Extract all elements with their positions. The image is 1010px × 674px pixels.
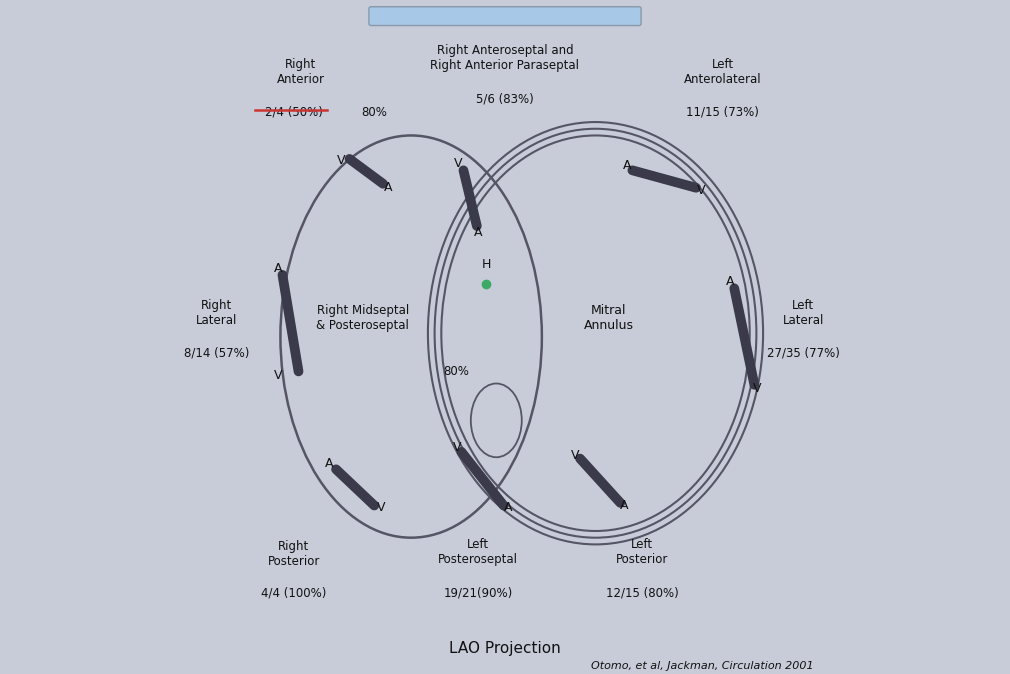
Text: Left
Lateral: Left Lateral	[783, 299, 824, 327]
Text: Right Anteroseptal and
Right Anterior Paraseptal: Right Anteroseptal and Right Anterior Pa…	[430, 44, 580, 72]
Text: A: A	[623, 159, 631, 172]
Text: V: V	[752, 382, 762, 396]
Text: A: A	[504, 501, 513, 514]
Text: V: V	[336, 154, 345, 167]
Text: Left
Anterolateral: Left Anterolateral	[684, 58, 762, 86]
Text: 2/4 (50%): 2/4 (50%)	[265, 106, 323, 119]
Text: 5/6 (83%): 5/6 (83%)	[476, 92, 534, 105]
Text: V: V	[452, 441, 461, 454]
Text: 12/15 (80%): 12/15 (80%)	[606, 586, 679, 599]
Text: V: V	[571, 450, 580, 462]
Text: V: V	[274, 369, 283, 382]
Text: V: V	[453, 157, 463, 170]
Text: H: H	[482, 257, 491, 271]
Text: Otomo, et al, Jackman, Circulation 2001: Otomo, et al, Jackman, Circulation 2001	[591, 661, 813, 671]
Text: A: A	[620, 499, 628, 512]
Text: A: A	[474, 226, 483, 239]
Text: Right
Posterior: Right Posterior	[268, 541, 320, 568]
Text: V: V	[377, 501, 385, 514]
Text: Left
Posterior: Left Posterior	[616, 539, 669, 566]
Text: Right
Anterior: Right Anterior	[277, 58, 324, 86]
Text: Right Midseptal
& Posteroseptal: Right Midseptal & Posteroseptal	[316, 304, 409, 332]
Text: A: A	[274, 262, 283, 275]
Text: Right
Lateral: Right Lateral	[196, 299, 237, 327]
Text: V: V	[697, 184, 705, 197]
Text: Mitral
Annulus: Mitral Annulus	[584, 304, 634, 332]
Text: LAO Projection: LAO Projection	[449, 641, 561, 656]
Text: 80%: 80%	[362, 106, 387, 119]
Text: A: A	[325, 458, 333, 470]
Text: 11/15 (73%): 11/15 (73%)	[687, 106, 760, 119]
Text: A: A	[384, 181, 392, 194]
Text: 19/21(90%): 19/21(90%)	[443, 586, 513, 599]
Text: Left
Posteroseptal: Left Posteroseptal	[438, 539, 518, 566]
Text: 8/14 (57%): 8/14 (57%)	[184, 347, 249, 360]
Text: 80%: 80%	[443, 365, 470, 378]
Text: 4/4 (100%): 4/4 (100%)	[262, 586, 326, 599]
Text: 27/35 (77%): 27/35 (77%)	[767, 347, 839, 360]
FancyBboxPatch shape	[369, 7, 641, 26]
Text: A: A	[726, 275, 734, 288]
